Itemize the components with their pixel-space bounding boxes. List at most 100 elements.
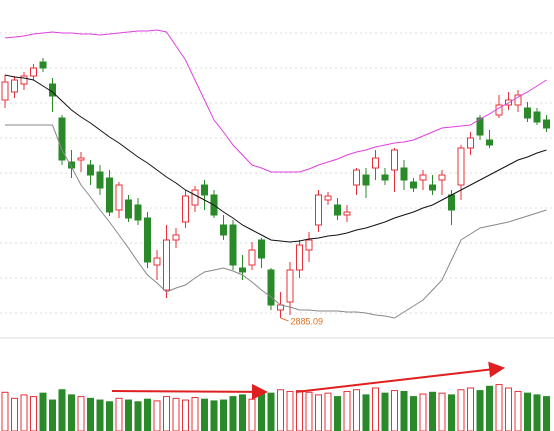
candle-body xyxy=(486,139,493,146)
candle-body xyxy=(1,81,9,101)
candle-body xyxy=(543,119,550,129)
candle-body xyxy=(514,94,522,106)
volume-bar xyxy=(362,394,370,431)
volume-bar xyxy=(163,396,170,431)
volume-bar xyxy=(20,394,28,431)
candle-body xyxy=(182,195,189,223)
volume-bar xyxy=(372,387,379,431)
volume-bar xyxy=(543,396,550,431)
indicator-line xyxy=(4,74,547,243)
volume-bar xyxy=(400,390,408,431)
candle-body xyxy=(58,117,66,161)
volume-bar xyxy=(77,396,85,431)
candle-body xyxy=(248,249,256,266)
candle-body xyxy=(391,149,398,171)
volume-bar xyxy=(476,390,484,431)
volume-bar xyxy=(182,399,189,431)
candle-body xyxy=(239,267,246,273)
candle-body xyxy=(448,194,455,211)
volume-arrows xyxy=(111,361,505,400)
volume-bar xyxy=(448,394,455,431)
candle-body xyxy=(315,194,322,226)
volume-bar xyxy=(87,397,94,431)
candle-body xyxy=(476,117,484,136)
volume-bar xyxy=(410,396,417,431)
candle-body xyxy=(96,171,104,189)
volume-bar xyxy=(486,385,493,431)
volume-bar xyxy=(229,396,237,431)
candle-body xyxy=(524,107,531,119)
candle-body xyxy=(296,244,303,271)
candle-body xyxy=(429,184,436,191)
volume-bar xyxy=(11,397,18,431)
candle-body xyxy=(334,204,341,216)
volume-bar xyxy=(125,399,132,431)
candle-body xyxy=(11,79,18,93)
volume-bar xyxy=(39,392,47,431)
indicator-line xyxy=(4,29,547,173)
volume-bar xyxy=(258,391,265,431)
volume-bar xyxy=(115,397,123,431)
candle-body xyxy=(343,211,351,216)
candle-body xyxy=(134,204,142,221)
volume-bar xyxy=(1,391,9,431)
candle-body xyxy=(77,157,85,161)
volume-bar xyxy=(391,390,398,431)
volume-bar xyxy=(267,392,275,431)
volume-bar xyxy=(324,392,332,431)
candle-body xyxy=(533,111,541,123)
candle-body xyxy=(191,189,199,206)
volume-bar xyxy=(524,392,531,431)
volume-bar xyxy=(438,392,446,431)
candle-body xyxy=(467,137,474,149)
volume-bar xyxy=(30,396,37,431)
volume-bar xyxy=(305,391,313,431)
candle-body xyxy=(353,169,360,186)
volume-bar xyxy=(172,397,180,431)
volume-bar xyxy=(353,389,360,431)
volume-bar xyxy=(58,389,66,431)
volume-bar xyxy=(239,394,246,431)
candle-body xyxy=(419,174,427,181)
volume-bar xyxy=(429,391,436,431)
volume-bar xyxy=(134,401,142,431)
volume-bar xyxy=(457,389,465,431)
volume-bar xyxy=(144,398,151,431)
candle-body xyxy=(286,269,294,303)
candle-body xyxy=(258,239,265,259)
candle-body xyxy=(39,61,47,69)
volume-bar xyxy=(96,399,104,431)
candle-body xyxy=(87,164,94,176)
candle-body xyxy=(400,167,408,181)
volume-bar xyxy=(334,396,341,431)
candle-body xyxy=(410,181,417,189)
volume-bar xyxy=(495,384,503,431)
volume-bar xyxy=(343,390,351,431)
volume-bar xyxy=(210,400,218,431)
candle-body xyxy=(438,174,446,181)
volume-bar xyxy=(381,392,389,431)
volume-bar xyxy=(286,390,294,431)
volume-bar xyxy=(49,399,56,431)
volume-bar xyxy=(467,387,474,431)
candle-body xyxy=(305,239,313,251)
arrow xyxy=(111,383,268,400)
candle-body xyxy=(153,257,161,266)
annotation-leader xyxy=(280,317,289,322)
volume-bar xyxy=(153,400,161,431)
volume-bar xyxy=(505,387,512,431)
volume-bar xyxy=(296,390,303,431)
volume-bar xyxy=(277,389,284,431)
candle-body xyxy=(381,174,389,181)
candle-body xyxy=(115,184,123,211)
candle-body xyxy=(220,224,227,236)
volume-bar xyxy=(419,393,427,431)
candle-body xyxy=(457,147,465,186)
volume-bar xyxy=(191,396,199,431)
candle-body xyxy=(30,67,37,77)
candle-body xyxy=(163,239,170,291)
candle-body xyxy=(362,174,370,186)
candle-body xyxy=(267,269,275,306)
volume-bar xyxy=(533,394,541,431)
